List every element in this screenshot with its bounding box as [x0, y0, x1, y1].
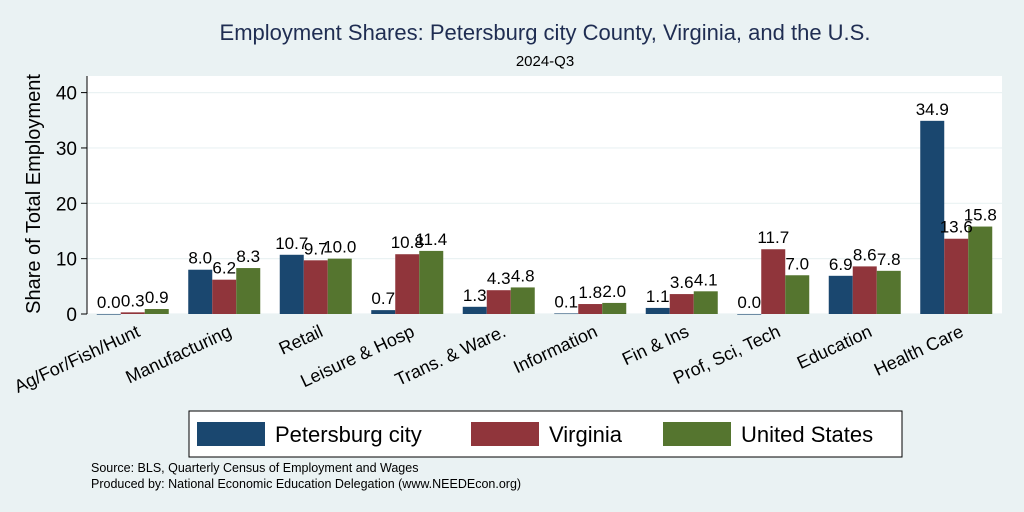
bar [578, 304, 603, 314]
legend-box [188, 410, 903, 458]
data-label: 4.1 [694, 270, 718, 289]
bar [303, 260, 328, 314]
data-label: 15.8 [964, 206, 997, 225]
bar [419, 250, 444, 314]
bar [852, 266, 877, 314]
y-tick-label: 0 [66, 305, 77, 326]
bar [279, 254, 304, 314]
bar [236, 268, 261, 314]
data-label: 10.0 [323, 238, 356, 257]
bar [96, 314, 121, 315]
chart-title: Employment Shares: Petersburg city Count… [220, 20, 871, 45]
category-label: Education [794, 321, 875, 373]
bar [920, 120, 945, 315]
bar [554, 313, 579, 315]
y-tick-label: 40 [56, 84, 77, 105]
category-label: Retail [276, 321, 326, 359]
bar [327, 258, 352, 314]
bar [486, 290, 511, 314]
bar [693, 291, 718, 314]
data-label: 34.9 [916, 100, 949, 119]
bar [785, 275, 810, 314]
bar [944, 238, 969, 314]
data-label: 9.7 [304, 239, 328, 258]
data-label: 7.0 [785, 254, 809, 273]
bar [510, 287, 535, 314]
data-label: 8.6 [853, 245, 877, 264]
category-label: Health Care [871, 321, 967, 380]
y-axis-label: Share of Total Employment [23, 74, 45, 314]
data-label: 4.3 [487, 269, 511, 288]
data-labels: 0.0 0.3 0.98.06.28.310.79.710.00.710.811.4… [97, 100, 997, 312]
data-label: 1.1 [646, 287, 670, 306]
data-label: 0.9 [145, 288, 169, 307]
bars [96, 120, 993, 315]
category-label: Manufacturing [123, 321, 235, 387]
bar [645, 307, 670, 314]
data-label: 7.8 [877, 250, 901, 269]
data-label: 3.6 [670, 273, 694, 292]
legend-label: United States [741, 422, 873, 447]
legend-swatch [197, 422, 265, 446]
bar [188, 269, 213, 314]
bar [828, 275, 853, 314]
y-axis-ticks: 0 10 20 30 40 [56, 84, 87, 326]
y-tick-label: 10 [56, 250, 77, 271]
y-tick-label: 20 [56, 194, 77, 215]
source-note: Source: BLS, Quarterly Census of Employm… [91, 461, 418, 475]
bar [968, 226, 993, 314]
data-label: 1.3 [463, 286, 487, 305]
legend-label: Virginia [549, 422, 623, 447]
chart-subtitle: 2024-Q3 [516, 53, 574, 70]
produced-by-note: Produced by: National Economic Education… [91, 477, 521, 491]
data-label: 13.6 [940, 218, 973, 237]
bar [876, 270, 901, 314]
bar [120, 312, 145, 314]
category-label: Fin & Ins [619, 321, 692, 369]
bar [602, 302, 627, 314]
data-label: 0.0 [97, 293, 121, 312]
data-label: 8.3 [236, 247, 260, 266]
data-label: 8.0 [188, 249, 212, 268]
bar [737, 314, 762, 315]
legend-label: Petersburg city [275, 422, 422, 447]
bar [462, 306, 487, 314]
y-tick-label: 30 [56, 139, 77, 160]
bar [761, 249, 786, 314]
data-label: 0.1 [554, 292, 578, 311]
bar [371, 310, 396, 314]
data-label: 10.7 [275, 234, 308, 253]
bar [144, 309, 169, 314]
data-label: 1.8 [578, 283, 602, 302]
bar [212, 279, 237, 314]
data-label: 0.0 [737, 293, 761, 312]
legend-swatch [663, 422, 731, 446]
data-label: 2.0 [602, 282, 626, 301]
category-label: Ag/For/Fish/Hunt [11, 321, 143, 397]
category-label: Information [510, 321, 600, 377]
data-label: 6.2 [212, 259, 236, 278]
data-label: 10.8 [391, 233, 424, 252]
legend-swatch [471, 422, 539, 446]
data-label: 0.3 [121, 291, 145, 310]
data-label: 11.4 [415, 230, 447, 249]
bar [395, 254, 420, 314]
data-label: 0.7 [371, 289, 395, 308]
data-label: 11.7 [757, 228, 789, 247]
legend: Petersburg city Virginia United States [188, 410, 903, 458]
bar [669, 294, 694, 314]
data-label: 6.9 [829, 255, 853, 274]
data-label: 4.8 [511, 266, 535, 285]
